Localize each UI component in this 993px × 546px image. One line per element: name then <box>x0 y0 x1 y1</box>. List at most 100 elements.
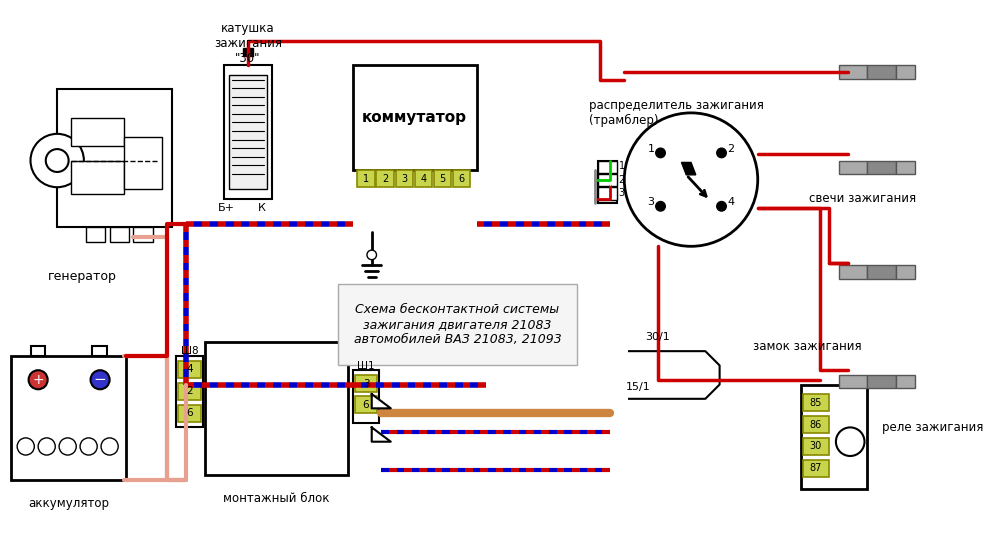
Polygon shape <box>681 163 696 175</box>
Bar <box>71 117 124 146</box>
Text: 5: 5 <box>439 174 446 183</box>
Bar <box>339 284 577 365</box>
Circle shape <box>655 148 665 158</box>
Circle shape <box>836 428 865 456</box>
Bar <box>71 161 124 194</box>
Text: Б+: Б+ <box>217 204 234 213</box>
Bar <box>839 265 867 278</box>
Bar <box>415 170 432 187</box>
Text: 1: 1 <box>619 161 625 171</box>
Bar <box>802 438 829 455</box>
Text: 3: 3 <box>401 174 407 183</box>
Bar <box>434 170 451 187</box>
Bar <box>124 136 162 189</box>
Text: 6: 6 <box>187 408 193 418</box>
Bar <box>228 75 267 189</box>
Text: 85: 85 <box>809 397 822 408</box>
Bar <box>802 416 829 433</box>
Bar <box>598 161 617 204</box>
Bar <box>867 265 896 278</box>
Circle shape <box>717 148 726 158</box>
Bar <box>395 170 413 187</box>
Bar <box>867 65 896 79</box>
Text: К: К <box>258 204 266 213</box>
Text: генератор: генератор <box>48 270 116 283</box>
Bar <box>896 161 915 174</box>
Text: замок зажигания: замок зажигания <box>753 340 862 353</box>
Text: коммутатор: коммутатор <box>362 110 467 125</box>
Text: 4: 4 <box>728 198 735 207</box>
Bar <box>224 65 272 199</box>
Bar <box>133 227 153 241</box>
Bar <box>802 460 829 477</box>
Text: 4: 4 <box>420 174 426 183</box>
Bar <box>598 174 617 186</box>
Circle shape <box>655 201 665 211</box>
Bar <box>177 356 203 428</box>
Circle shape <box>38 438 56 455</box>
Circle shape <box>80 438 97 455</box>
Text: 4: 4 <box>187 364 193 374</box>
Circle shape <box>31 134 83 187</box>
Text: Схема бесконтактной системы
зажигания двигателя 21083
автомобилей ВАЗ 21083, 210: Схема бесконтактной системы зажигания дв… <box>354 304 561 347</box>
Bar <box>31 346 45 356</box>
Text: 3: 3 <box>362 378 369 389</box>
Bar <box>353 65 477 170</box>
Circle shape <box>101 438 118 455</box>
Bar <box>92 346 107 356</box>
Text: 6: 6 <box>458 174 465 183</box>
Text: 1: 1 <box>363 174 369 183</box>
Polygon shape <box>371 428 391 442</box>
Polygon shape <box>371 394 391 408</box>
Circle shape <box>625 113 758 246</box>
Bar <box>800 384 867 489</box>
Text: 2: 2 <box>382 174 388 183</box>
Text: +: + <box>33 373 44 387</box>
Text: 3: 3 <box>647 198 654 207</box>
Text: 15/1: 15/1 <box>627 382 651 391</box>
Text: 30/1: 30/1 <box>645 332 670 342</box>
Bar <box>839 65 867 79</box>
Bar <box>178 405 202 422</box>
Bar <box>353 370 379 423</box>
Bar <box>802 394 829 411</box>
Bar <box>357 170 374 187</box>
Text: распределитель зажигания
(трамблер): распределитель зажигания (трамблер) <box>589 99 765 127</box>
Bar <box>109 227 129 241</box>
Bar <box>598 187 617 200</box>
Circle shape <box>90 370 109 389</box>
Bar <box>598 161 617 173</box>
Bar <box>58 89 172 227</box>
Bar <box>205 342 348 475</box>
Bar <box>85 227 105 241</box>
Text: аккумулятор: аккумулятор <box>28 497 109 510</box>
Text: реле зажигания: реле зажигания <box>882 421 983 434</box>
Text: Ш8: Ш8 <box>181 346 199 357</box>
Bar <box>12 356 126 480</box>
Bar <box>178 383 202 400</box>
Bar <box>896 265 915 278</box>
Circle shape <box>46 149 69 172</box>
Bar <box>839 375 867 388</box>
Bar <box>355 375 377 392</box>
Text: 2: 2 <box>619 175 625 185</box>
Circle shape <box>717 201 726 211</box>
Bar <box>376 170 393 187</box>
Circle shape <box>17 438 35 455</box>
Bar <box>896 65 915 79</box>
Circle shape <box>60 438 76 455</box>
Bar <box>355 396 377 413</box>
Text: 87: 87 <box>809 464 822 473</box>
Bar <box>178 361 202 378</box>
Text: Ш1: Ш1 <box>357 361 374 371</box>
Polygon shape <box>630 351 720 399</box>
Circle shape <box>367 250 376 260</box>
Circle shape <box>29 370 48 389</box>
Text: −: − <box>93 372 106 387</box>
Text: свечи зажигания: свечи зажигания <box>809 192 917 205</box>
Text: 1: 1 <box>647 144 654 154</box>
Text: катушка
зажигания
"30": катушка зажигания "30" <box>213 22 282 66</box>
Text: монтажный блок: монтажный блок <box>223 492 330 505</box>
Text: 3: 3 <box>619 188 625 198</box>
Bar <box>896 375 915 388</box>
